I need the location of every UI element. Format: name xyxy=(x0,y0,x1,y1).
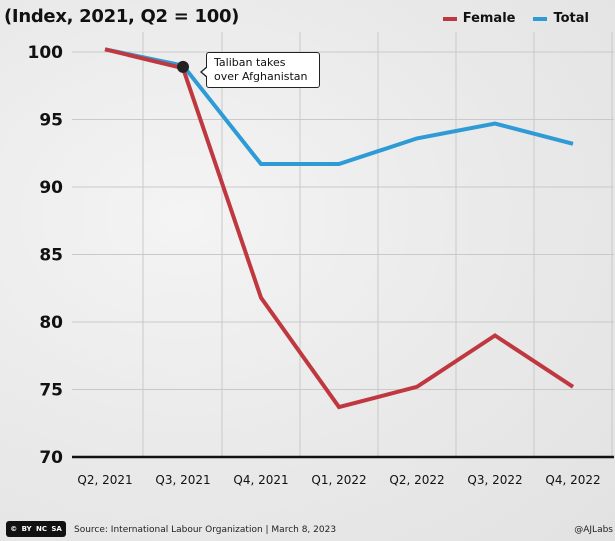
y-tick-label: 100 xyxy=(28,43,64,63)
x-tick-label: Q4, 2021 xyxy=(233,473,288,487)
annotation-marker xyxy=(177,60,189,73)
x-tick-label: Q2, 2022 xyxy=(389,473,444,487)
legend-swatch-total xyxy=(533,16,548,21)
series-line-female xyxy=(104,47,575,410)
legend-item-female: Female xyxy=(442,11,516,26)
footer: © BY NC SA Source: International Labour … xyxy=(6,521,615,539)
annotation-callout: Taliban takes over Afghanistan xyxy=(200,52,320,88)
cc-icon: © xyxy=(10,525,18,533)
y-tick-label: 95 xyxy=(39,111,63,131)
handle-text: @AJLabs xyxy=(574,525,613,535)
x-tick-label: Q2, 2021 xyxy=(77,473,132,487)
x-tick-label: Q1, 2022 xyxy=(311,473,366,487)
legend-item-total: Total xyxy=(533,11,589,26)
annotation-line-1: Taliban takes xyxy=(214,56,286,69)
y-tick-label: 80 xyxy=(39,313,63,333)
y-tick-label: 70 xyxy=(39,448,63,468)
cc-sa-icon: SA xyxy=(51,525,62,533)
cc-nc-icon: NC xyxy=(35,525,47,533)
annotation-line-2: over Afghanistan xyxy=(214,70,308,83)
y-tick-label: 90 xyxy=(39,178,63,198)
source-text: Source: International Labour Organizatio… xyxy=(74,525,337,535)
x-tick-label: Q4, 2022 xyxy=(545,473,600,487)
creative-commons-license-icon: © BY NC SA xyxy=(6,521,66,537)
y-tick-label: 85 xyxy=(39,246,63,266)
chart-subtitle: (Index, 2021, Q2 = 100) xyxy=(4,6,240,27)
x-tick-label: Q3, 2021 xyxy=(155,473,210,487)
y-tick-label: 75 xyxy=(39,381,63,401)
cc-by-icon: BY xyxy=(21,525,32,533)
legend-swatch-female xyxy=(442,16,457,21)
x-tick-label: Q3, 2022 xyxy=(467,473,522,487)
legend-label-female: Female xyxy=(462,11,516,26)
legend-label-total: Total xyxy=(553,11,589,26)
chart-legend: Female Total xyxy=(442,11,589,26)
